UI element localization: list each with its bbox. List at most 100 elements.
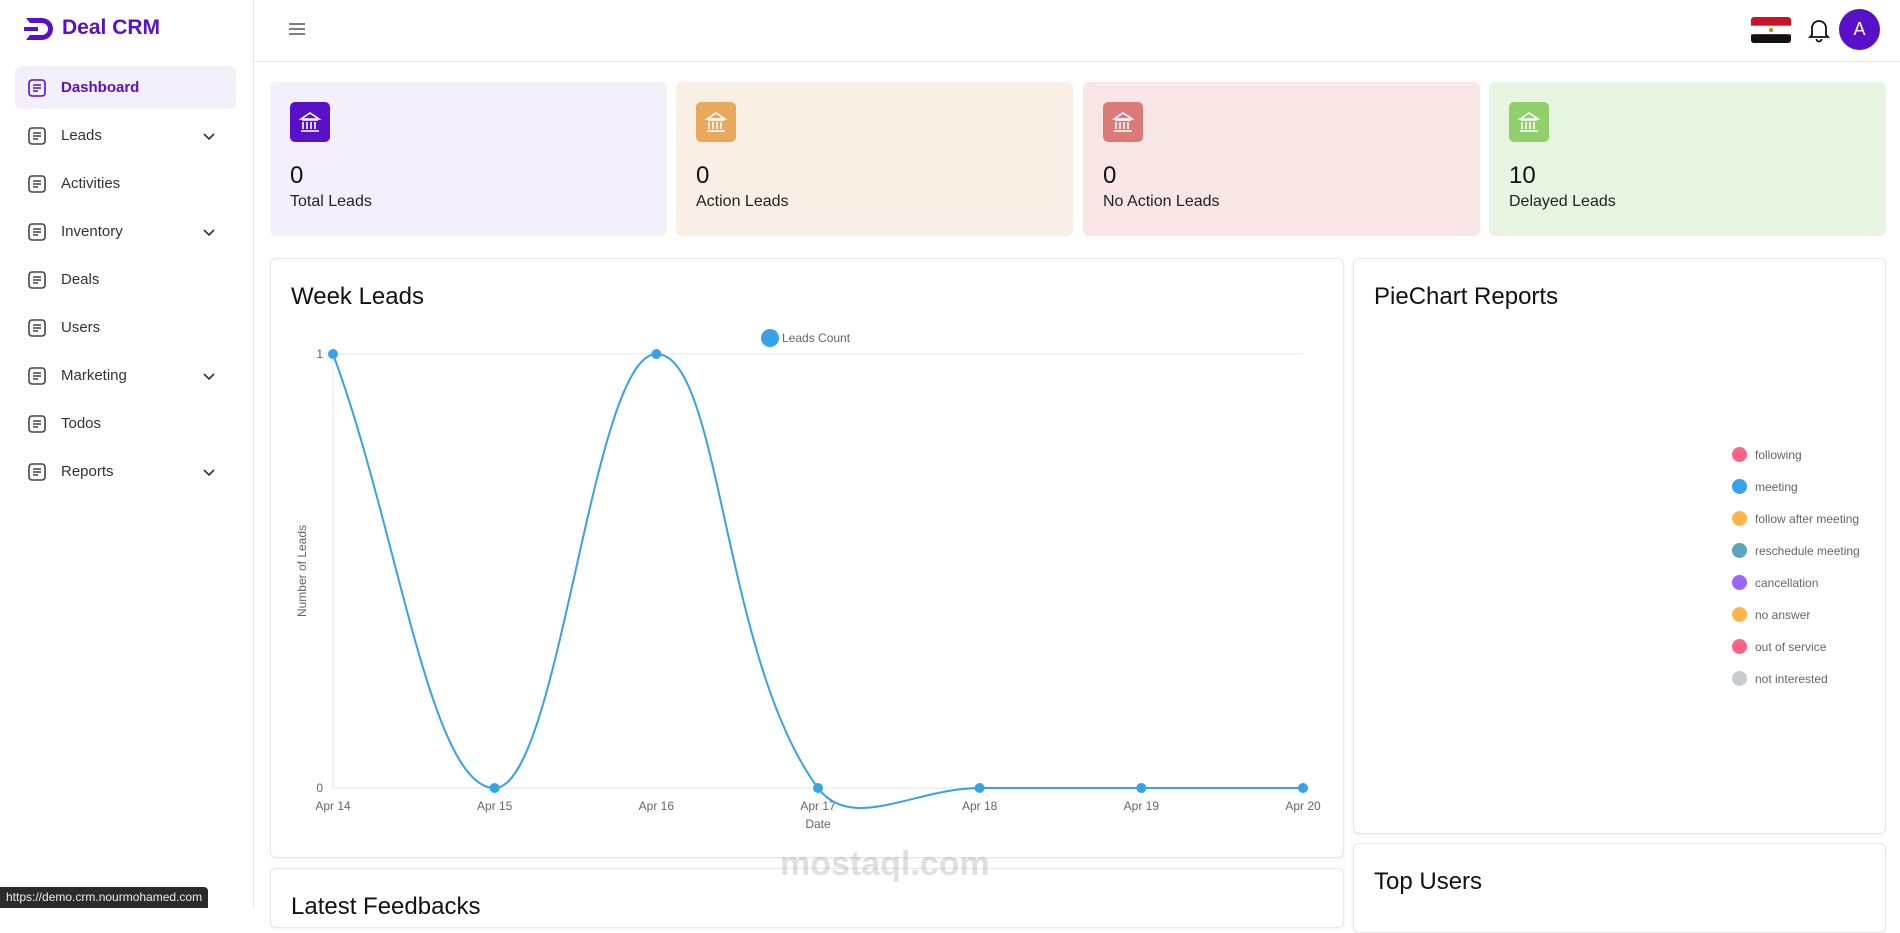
sidebar: Deal CRM Dashboard Leads Activities Invento… (0, 0, 254, 908)
nav-item[interactable]: Dashboard (15, 66, 236, 109)
point (813, 783, 823, 793)
stat-icon (696, 102, 736, 142)
x-tick-label: Apr 17 (800, 799, 836, 813)
nav-item[interactable]: Leads (15, 114, 236, 157)
icon-shape (33, 467, 41, 476)
flag[interactable] (1751, 17, 1791, 43)
legend-swatch (1732, 575, 1747, 590)
legend-swatch (1732, 543, 1747, 558)
stat-value: 10 (1509, 162, 1536, 189)
icon-shape (28, 462, 46, 481)
icon-shape (28, 174, 46, 193)
icon-shape (33, 227, 41, 236)
point (1298, 783, 1308, 793)
legend-item[interactable]: cancellation (1732, 575, 1818, 590)
y-axis-label: Number of Leads (295, 525, 309, 617)
icon-bg (1509, 102, 1549, 142)
x-tick-label: Apr 16 (639, 799, 675, 813)
nav-icon (28, 222, 46, 241)
legend-swatch (761, 329, 779, 347)
notifications[interactable] (1807, 17, 1831, 43)
icon-shape (33, 83, 41, 92)
x-tick-label: Apr 18 (962, 799, 998, 813)
nav-label: Todos (61, 415, 102, 432)
avatar[interactable]: A (1839, 9, 1880, 50)
legend-swatch (1732, 639, 1747, 654)
nav-icon (28, 366, 46, 385)
legend-item[interactable]: following (1732, 447, 1802, 462)
x-tick-label: Apr 20 (1285, 799, 1321, 813)
top-users-card: Top Users (1353, 843, 1886, 933)
x-tick-label: Apr 14 (315, 799, 351, 813)
icon-shape (33, 179, 41, 188)
legend-item[interactable]: not interested (1732, 671, 1828, 686)
nav-item[interactable]: Deals (15, 258, 236, 301)
nav-label: Inventory (61, 223, 123, 240)
chevron (203, 228, 215, 236)
week-leads-card: Week Leads (270, 258, 1344, 858)
nav-icon (28, 78, 46, 97)
stat-label: Action Leads (696, 193, 789, 210)
menu-toggle[interactable] (288, 20, 306, 38)
icon-shape (33, 323, 41, 332)
legend-label: not interested (1755, 671, 1828, 686)
brand: Deal CRM (62, 16, 161, 39)
icon-shape (1111, 112, 1135, 132)
nav-item[interactable]: Activities (15, 162, 236, 205)
legend-label: meeting (1755, 479, 1798, 494)
logo-icon (24, 18, 53, 40)
nav-icon (28, 126, 46, 145)
chevron-shape (203, 372, 215, 380)
nav-item[interactable]: Marketing (15, 354, 236, 397)
status-url: https://demo.crm.nourmohamed.com (0, 887, 209, 908)
point (1136, 783, 1147, 793)
pie-card: PieChart Reports following meeting follow … (1353, 258, 1886, 834)
legend-item[interactable]: no answer (1732, 607, 1810, 622)
x-tick-label: Apr 15 (477, 799, 513, 813)
point (651, 349, 662, 359)
chevron-shape (203, 468, 215, 476)
stat-card: 0 Action Leads (676, 82, 1073, 236)
icon-shape (298, 112, 322, 132)
legend-item[interactable]: follow after meeting (1732, 511, 1859, 526)
legend-item[interactable]: reschedule meeting (1732, 543, 1860, 558)
stat-icon (1103, 102, 1143, 142)
stat-icon (1509, 102, 1549, 142)
nav-item[interactable]: Todos (15, 402, 236, 445)
header: A (254, 0, 1900, 62)
card-title: Week Leads (291, 283, 424, 310)
icon-shape (28, 414, 46, 433)
nav-item[interactable]: Inventory (15, 210, 236, 253)
chevron (203, 132, 215, 140)
nav-label: Reports (61, 463, 114, 480)
nav-item[interactable]: Users (15, 306, 236, 349)
nav-icon (28, 270, 46, 289)
icon-shape (33, 371, 41, 380)
y-tick-label: 1 (316, 347, 323, 361)
x-tick-label: Apr 19 (1124, 799, 1160, 813)
icon-shape (28, 222, 46, 241)
legend-label: follow after meeting (1755, 511, 1860, 526)
icon-bg (1103, 102, 1143, 142)
legend-item[interactable]: out of service (1732, 639, 1826, 654)
stat-card: 10 Delayed Leads (1489, 82, 1886, 236)
icon-shape (704, 112, 728, 132)
x-axis-label: Date (805, 817, 831, 831)
icon-shape (33, 419, 41, 428)
card-title: PieChart Reports (1374, 283, 1559, 310)
point (489, 783, 500, 793)
icon-shape (33, 131, 41, 140)
icon-shape (28, 78, 46, 97)
icon-shape (33, 275, 41, 284)
stat-icon (290, 102, 330, 142)
nav-label: Activities (61, 175, 121, 192)
nav-item[interactable]: Reports (15, 450, 236, 493)
nav-label: Marketing (61, 367, 127, 384)
chevron-shape (203, 132, 215, 140)
card-title: Top Users (1374, 868, 1483, 895)
nav-label: Deals (61, 271, 100, 288)
chevron-shape (203, 228, 215, 236)
legend-swatch (1732, 607, 1747, 622)
legend-item[interactable]: meeting (1732, 479, 1798, 494)
